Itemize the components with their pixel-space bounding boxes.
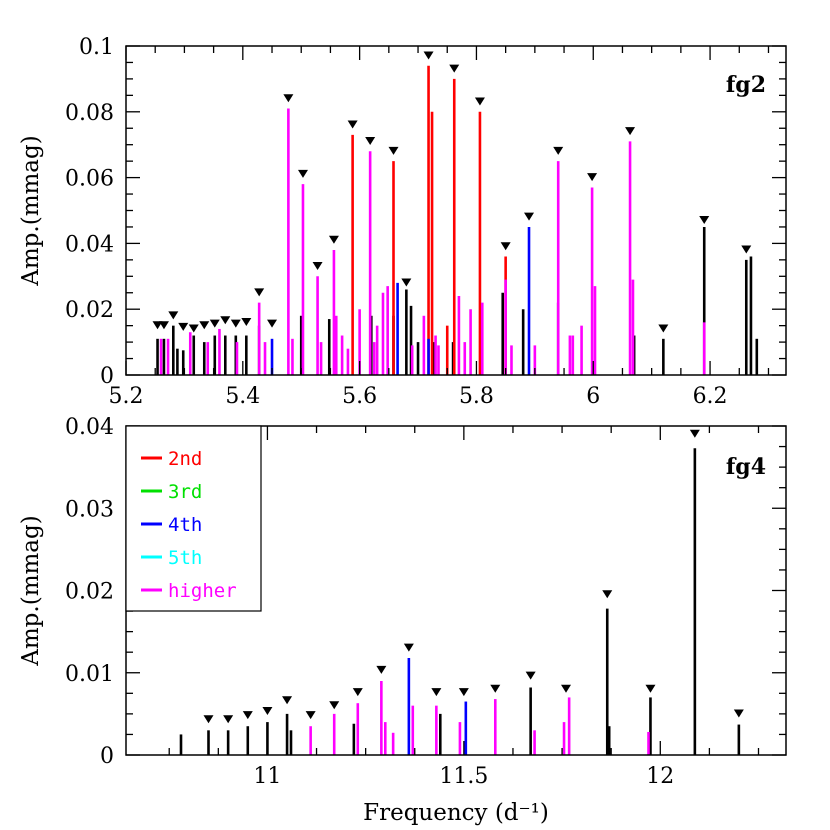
x-tick-label: 11.5 xyxy=(439,764,488,789)
y-tick-label: 0.03 xyxy=(65,497,114,522)
peak-marker xyxy=(365,136,376,145)
y-tick-label: 0 xyxy=(100,744,114,769)
peak-marker xyxy=(423,51,434,60)
peak-marker xyxy=(242,711,253,720)
x-axis-label: Frequency (d⁻¹) xyxy=(363,800,549,826)
peak-marker xyxy=(458,688,469,697)
peak-marker xyxy=(152,321,163,330)
peak-marker xyxy=(431,688,442,697)
y-tick-label: 0.04 xyxy=(65,232,114,257)
legend-label-3rd: 3rd xyxy=(168,481,202,503)
peak-marker xyxy=(188,324,199,333)
peak-marker xyxy=(500,242,511,251)
peak-marker xyxy=(199,321,210,330)
peak-marker xyxy=(403,643,414,652)
peak-marker xyxy=(553,146,564,155)
y-tick-label: 0.04 xyxy=(65,415,114,440)
peak-marker xyxy=(254,288,265,297)
y-tick-label: 0.02 xyxy=(65,580,114,605)
x-tick-label: 5.4 xyxy=(225,384,260,409)
peak-marker xyxy=(328,235,339,244)
peak-marker xyxy=(352,688,363,697)
y-tick-label: 0.08 xyxy=(65,101,114,126)
peak-marker xyxy=(625,127,636,136)
peak-marker xyxy=(262,706,273,715)
peak-marker xyxy=(401,278,412,287)
x-tick-label: 6 xyxy=(586,384,600,409)
peak-marker xyxy=(388,146,399,155)
peak-marker xyxy=(297,169,308,178)
legend-label-higher: higher xyxy=(168,580,237,602)
peak-marker xyxy=(223,715,234,724)
peak-marker xyxy=(267,319,278,328)
x-tick-label: 5.2 xyxy=(109,384,144,409)
peak-marker xyxy=(178,322,189,331)
peak-marker xyxy=(241,317,252,326)
peak-marker xyxy=(347,120,358,129)
peak-marker xyxy=(741,245,752,254)
y-tick-label: 0.06 xyxy=(65,167,114,192)
y-tick-label: 0.02 xyxy=(65,298,114,323)
plot-frame xyxy=(125,45,787,376)
legend-label-2nd: 2nd xyxy=(168,448,202,470)
legend-label-5th: 5th xyxy=(168,547,202,569)
peak-marker xyxy=(490,684,501,693)
peak-marker xyxy=(312,262,323,271)
peak-marker xyxy=(699,215,710,224)
peak-marker xyxy=(449,64,460,73)
peak-marker xyxy=(220,316,231,325)
legend-label-4th: 4th xyxy=(168,514,202,536)
x-tick-label: 11 xyxy=(253,764,281,789)
peak-marker xyxy=(587,173,598,182)
peak-marker xyxy=(474,97,485,106)
panel-label: fg4 xyxy=(726,454,766,480)
peak-marker xyxy=(168,311,179,320)
peak-marker xyxy=(158,321,169,330)
y-tick-label: 0.01 xyxy=(65,662,114,687)
x-tick-label: 6.2 xyxy=(693,384,728,409)
peak-marker xyxy=(645,684,656,693)
y-axis-label: Amp.(mmag) xyxy=(18,135,44,286)
peak-marker xyxy=(305,711,316,720)
y-tick-label: 0 xyxy=(100,364,114,389)
x-tick-label: 12 xyxy=(646,764,674,789)
peak-marker xyxy=(658,324,669,333)
peak-marker xyxy=(209,319,220,328)
panel-label: fg2 xyxy=(726,72,766,98)
peak-marker xyxy=(733,709,744,718)
peak-marker xyxy=(203,715,214,724)
legend: 2nd 3rd 4th 5th higher xyxy=(125,425,262,612)
peak-marker xyxy=(524,212,535,221)
y-axis-label: Amp.(mmag) xyxy=(18,515,44,666)
peak-marker xyxy=(329,701,340,710)
peak-marker xyxy=(282,696,293,705)
y-tick-label: 0.1 xyxy=(79,35,114,60)
peak-marker xyxy=(602,590,613,599)
x-tick-label: 5.8 xyxy=(459,384,494,409)
peak-marker xyxy=(376,665,387,674)
peak-marker xyxy=(689,429,700,438)
panel-fg2: 5.2 5.4 5.6 5.8 6 6.2 0 0.02 0.04 0.06 0.08 0.1 Amp.… xyxy=(18,35,787,409)
peak-marker xyxy=(525,671,536,680)
peak-marker xyxy=(561,684,571,693)
peak-marker xyxy=(283,94,294,103)
peak-marker xyxy=(230,319,241,328)
x-tick-label: 5.6 xyxy=(342,384,377,409)
